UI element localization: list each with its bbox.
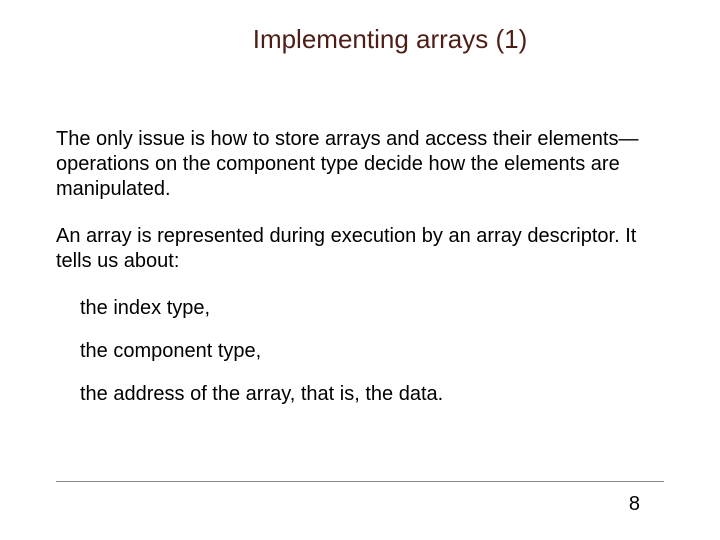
paragraph-intro: The only issue is how to store arrays an…	[56, 127, 664, 202]
paragraph-descriptor: An array is represented during execution…	[56, 224, 664, 274]
slide-container: Implementing arrays (1) The only issue i…	[0, 0, 720, 540]
page-number: 8	[629, 493, 640, 516]
list-item: the component type,	[80, 339, 664, 364]
footer-divider	[56, 481, 664, 482]
list-item: the address of the array, that is, the d…	[80, 382, 664, 407]
slide-title: Implementing arrays (1)	[116, 24, 664, 55]
list-item: the index type,	[80, 296, 664, 321]
